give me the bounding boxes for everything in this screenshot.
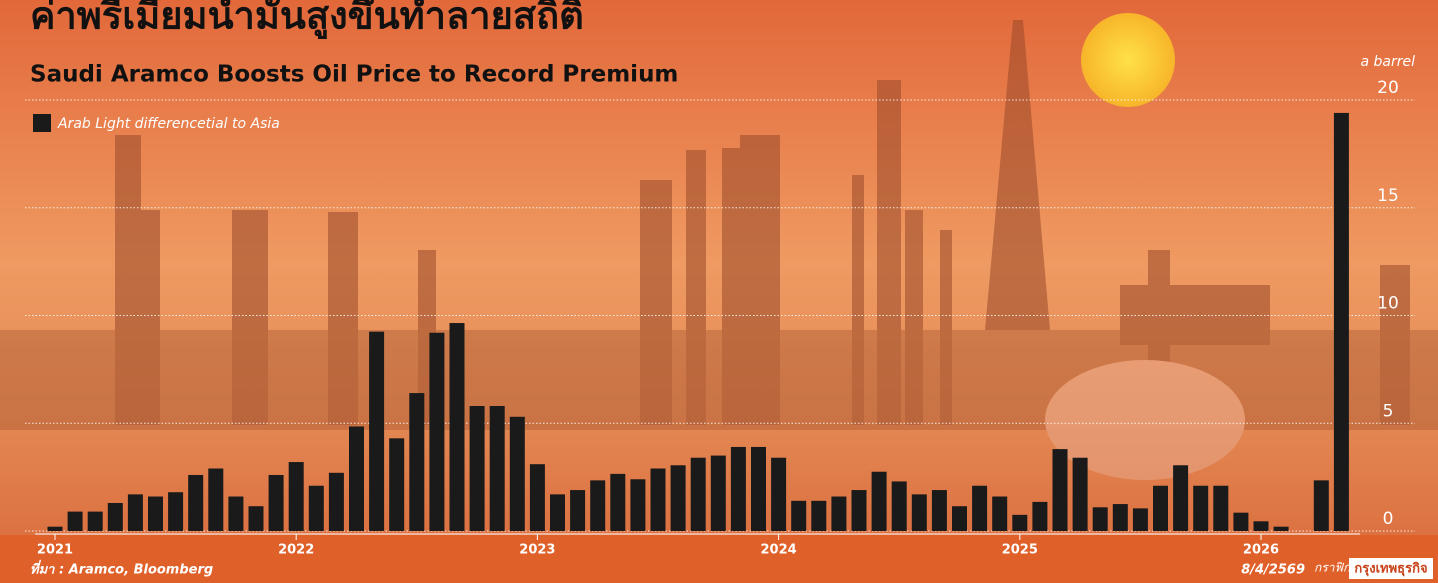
y-tick-label: 10 <box>1377 294 1399 314</box>
bar <box>1012 514 1028 531</box>
bar <box>248 506 264 531</box>
bar <box>811 500 827 531</box>
bar <box>1313 480 1329 531</box>
bar <box>1032 501 1048 531</box>
bar <box>1173 465 1189 531</box>
sun <box>1081 13 1175 107</box>
bar <box>168 492 184 531</box>
bar <box>87 511 103 531</box>
bar <box>730 446 746 531</box>
bar <box>127 494 143 531</box>
footer-band <box>0 535 1438 583</box>
bar <box>389 438 405 531</box>
chart-subtitle: Saudi Aramco Boosts Oil Price to Record … <box>30 62 678 88</box>
bar <box>1153 485 1168 531</box>
bar <box>690 457 706 531</box>
x-tick-label: 2022 <box>278 543 314 558</box>
bar <box>791 500 807 531</box>
bar <box>1273 526 1289 531</box>
bar <box>228 496 244 531</box>
bar <box>911 494 927 531</box>
bar <box>1193 485 1209 531</box>
bar <box>308 485 324 531</box>
bar <box>288 462 304 531</box>
x-tick-label: 2025 <box>1002 543 1038 558</box>
bar <box>509 416 525 531</box>
bar <box>1213 485 1229 531</box>
bar <box>47 526 63 531</box>
bar <box>771 457 787 531</box>
bar <box>429 332 445 531</box>
bar <box>831 496 847 531</box>
bar <box>328 472 344 531</box>
bar <box>1072 457 1088 531</box>
bar <box>570 490 586 531</box>
y-tick-label: 5 <box>1383 401 1394 421</box>
bar <box>208 468 224 531</box>
credit-tag: กราฟิก <box>1314 561 1351 575</box>
bar <box>1233 512 1249 531</box>
bar <box>610 473 626 531</box>
bar <box>529 464 545 531</box>
x-tick-label: 2026 <box>1243 543 1279 558</box>
bar <box>710 455 726 531</box>
refinery-silhouette <box>0 20 1438 480</box>
bar <box>931 490 947 531</box>
bar <box>1052 449 1068 531</box>
y-tick-label: 20 <box>1377 78 1399 98</box>
source: ที่มา : Aramco, Bloomberg <box>30 560 213 578</box>
bar <box>268 474 284 531</box>
bar <box>972 485 988 531</box>
bar <box>670 465 686 531</box>
bar <box>550 494 565 531</box>
bar <box>107 502 123 531</box>
bar <box>751 446 766 531</box>
bar <box>851 490 867 531</box>
x-tick-label: 2023 <box>519 543 555 558</box>
bar <box>1092 507 1108 531</box>
bar <box>489 406 505 531</box>
bar <box>469 406 485 531</box>
y-tick-label: 0 <box>1383 509 1394 529</box>
legend-label: Arab Light differencetial to Asia <box>57 116 280 132</box>
legend-swatch <box>33 114 51 132</box>
bar <box>871 471 887 531</box>
date: 8/4/2569 <box>1241 563 1305 578</box>
bar <box>1333 112 1349 532</box>
page-title: ค่าพรีเมียมน้ำมันสูงขึ้นทำลายสถิติ <box>30 0 584 40</box>
bar <box>590 480 606 531</box>
bar <box>891 481 907 531</box>
bar <box>188 474 204 531</box>
bar <box>992 496 1008 531</box>
bar <box>148 496 163 531</box>
bar <box>630 479 646 531</box>
bar <box>67 511 83 531</box>
bar <box>449 323 465 531</box>
bar <box>409 393 425 531</box>
bar <box>1112 504 1128 531</box>
y-axis-unit: a barrel <box>1360 54 1415 70</box>
credit-brand: กรุงเทพธุรกิจ <box>1354 562 1427 577</box>
bar <box>369 331 385 531</box>
x-tick-label: 2024 <box>761 543 797 558</box>
credit-box <box>1349 558 1433 579</box>
bar <box>349 426 364 531</box>
bar <box>650 468 666 531</box>
y-tick-label: 15 <box>1377 186 1399 206</box>
bar <box>1253 521 1269 531</box>
x-tick-label: 2021 <box>37 543 73 558</box>
bar <box>952 506 967 531</box>
bar <box>1132 508 1148 531</box>
